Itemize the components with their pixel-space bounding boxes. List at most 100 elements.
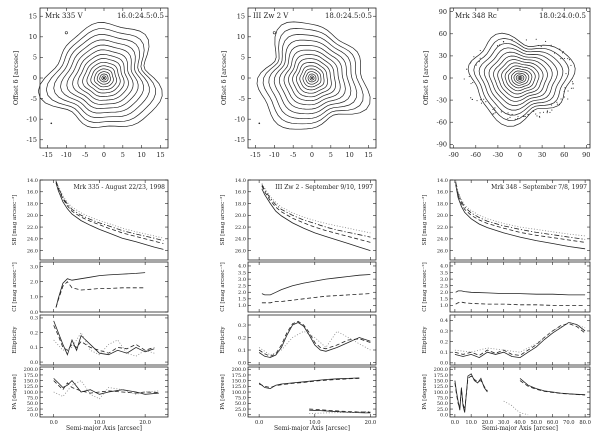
isophote-contour — [467, 32, 576, 127]
profile-column-3: 14.0 16.0 18.0 20.0 22.0 24.0 26.0 SB [mag arcs… — [421, 178, 591, 431]
y-tick-label: 25.0 — [27, 407, 38, 413]
noise-dot — [494, 109, 496, 112]
y-tick-label: -15 — [27, 136, 37, 144]
isophote-contour — [493, 55, 548, 102]
isophote-contour — [488, 51, 553, 106]
y-axis-label: CI [mag arcsec⁻²] — [11, 262, 18, 311]
isophote-contour — [53, 34, 150, 118]
y-axis-label: Offset δ [arcsec] — [12, 51, 20, 105]
y-axis-label: PA [degrees] — [422, 374, 428, 409]
series-group — [455, 290, 586, 306]
y-tick-label: -5 — [31, 95, 37, 103]
y-tick-label: 0.0 — [238, 360, 246, 366]
y-tick-label: 0 — [33, 74, 37, 82]
y-tick-label: 0.0 — [30, 413, 38, 419]
noise-dot — [470, 61, 472, 63]
y-tick-label: 4.0 — [238, 264, 246, 270]
noise-dot — [533, 110, 535, 112]
noise-dot — [535, 113, 537, 115]
y-axis-label: SB [mag arcsec⁻²] — [11, 195, 18, 246]
y-tick-label: 5 — [33, 54, 37, 62]
plot-frame — [39, 261, 169, 313]
y-tick-label: 14.0 — [235, 178, 246, 184]
series-line-dash-dot — [455, 181, 586, 240]
isophote-contour — [497, 59, 544, 98]
series-group — [261, 183, 371, 251]
x-tick-label: -10 — [269, 151, 279, 159]
x-tick-label: 50.0 — [530, 420, 542, 426]
series-line-dotted — [503, 400, 529, 416]
noise-dot — [563, 96, 565, 98]
noise-dot — [535, 38, 537, 40]
x-tick-label: 10.0 — [309, 420, 321, 426]
noise-dot — [502, 41, 504, 43]
isophote-contour — [504, 65, 536, 92]
x-tick-label: 0.0 — [50, 420, 58, 426]
noise-dot — [492, 113, 494, 115]
noise-dot — [542, 111, 545, 113]
isophote-contour — [309, 75, 315, 81]
noise-dot — [572, 83, 574, 85]
noise-dot — [479, 57, 481, 59]
x-tick-label: -15 — [250, 151, 260, 159]
x-tick-label: 20.0 — [482, 420, 494, 426]
x-tick-label: -30 — [493, 151, 503, 159]
noise-dot — [567, 90, 569, 92]
y-tick-label: 1.5 — [238, 297, 246, 303]
plot-frame — [449, 366, 591, 418]
y-tick-label: 200.0 — [24, 367, 38, 373]
noise-dot — [483, 98, 485, 100]
y-tick-label: 3.0 — [238, 277, 246, 283]
noise-dot — [567, 66, 569, 68]
y-tick-label: 0.0 — [30, 310, 38, 316]
noise-dot — [560, 98, 562, 100]
y-tick-label: 90 — [439, 8, 447, 16]
y-tick-label: 0.0 — [30, 360, 38, 366]
isophote-contour — [60, 39, 144, 114]
isophote-contour — [501, 62, 540, 95]
isophote-contour — [517, 76, 523, 81]
y-tick-label: 25.0 — [437, 407, 448, 413]
isophote-contour — [478, 42, 564, 116]
series-line-solid — [55, 272, 146, 308]
isophote-contour — [292, 58, 332, 98]
noise-dot — [514, 118, 516, 120]
y-tick-label: 125.0 — [434, 384, 448, 390]
noise-dot — [536, 115, 538, 117]
x-tick-label: 15 — [364, 151, 372, 159]
noise-dot — [564, 87, 566, 89]
noise-dot — [258, 122, 261, 125]
noise-dot — [563, 91, 565, 93]
y-tick-label: 125.0 — [232, 384, 246, 390]
series-line-dashed — [455, 301, 586, 306]
series-line-dashed — [55, 281, 146, 308]
y-axis-label: Ellipticity — [220, 326, 226, 354]
y-tick-label: 0 — [241, 74, 245, 82]
series-line-dashed-b — [309, 408, 371, 413]
x-axis-label: Semi-major Axis [arcsec] — [66, 425, 142, 431]
isophote-contour — [305, 71, 319, 85]
plot-frame — [247, 261, 377, 313]
noise-dot — [563, 57, 565, 60]
noise-dot — [546, 112, 548, 114]
series-line-dotted — [309, 410, 371, 414]
noise-dot — [507, 112, 509, 114]
isophote-contour — [513, 72, 527, 84]
y-tick-label: 0.3 — [30, 316, 38, 322]
y-tick-label: -60 — [437, 118, 447, 126]
noise-dot — [549, 111, 551, 113]
series-group — [55, 272, 146, 308]
y-tick-label: 1.0 — [30, 295, 38, 301]
y-tick-label: 20.0 — [437, 213, 448, 219]
x-tick-label: 0.0 — [451, 420, 459, 426]
y-tick-label: 75.0 — [437, 395, 448, 401]
y-tick-label: 0.0 — [440, 361, 448, 367]
y-tick-label: 26.0 — [437, 248, 448, 254]
isophote-contour — [296, 62, 328, 94]
y-tick-label: 14.0 — [27, 178, 38, 184]
y-tick-label: 2.5 — [440, 283, 448, 289]
noise-dot — [572, 87, 574, 89]
x-tick-label: -15 — [42, 151, 52, 159]
noise-dot — [524, 115, 526, 117]
